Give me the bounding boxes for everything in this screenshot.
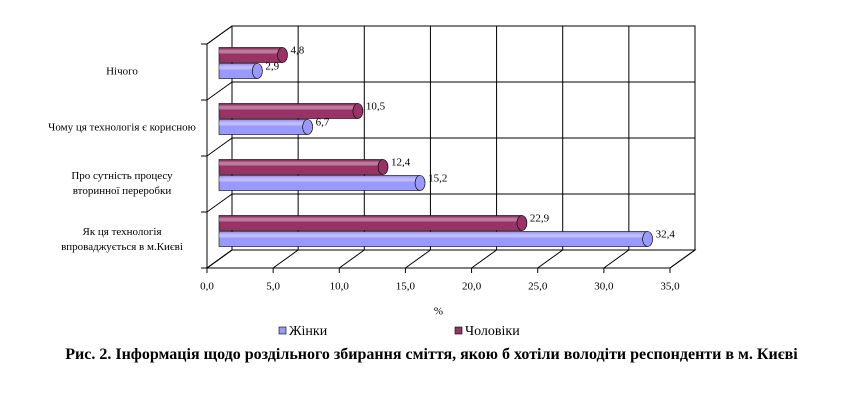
floor-line [669, 249, 696, 269]
floor-line [405, 249, 431, 269]
floor-line [537, 249, 564, 269]
x-tick-label: 15,0 [396, 281, 416, 293]
floor-line [603, 249, 630, 269]
chart: 0,0 5,0 10,0 15,0 20,0 25,0 30,0 35,0% 4,8 2,9 10,… [200, 25, 697, 339]
value-label: 2,9 [265, 61, 279, 73]
caption: Рис. 2. Інформація щодо роздільного збир… [65, 346, 798, 363]
bar-cap [516, 215, 528, 231]
bar-cap [414, 175, 426, 191]
left-wall-line [206, 137, 233, 157]
left-wall-line [206, 81, 233, 101]
legend-swatch [454, 326, 463, 335]
floor-line [338, 249, 365, 269]
floor-line [471, 249, 497, 269]
bar-shine [219, 233, 648, 238]
x-tick-label: 20,0 [462, 281, 482, 293]
bar-shine [219, 217, 522, 222]
y-tick-label: Нічого [106, 65, 138, 78]
legend-label: Жінки [289, 324, 328, 339]
x-tick-label: 0,0 [200, 281, 214, 293]
y-tick-label: Як ця технологія впроваджується в м.Києв… [61, 226, 183, 253]
value-label: 22,9 [530, 213, 550, 225]
floor-line [272, 249, 299, 269]
bar-shine [219, 121, 308, 126]
bar-shine [219, 177, 421, 182]
floor [205, 249, 697, 269]
x-tick-label: 30,0 [594, 281, 614, 293]
bar-cap [352, 103, 364, 119]
value-label: 32,4 [656, 229, 676, 241]
x-tick-label: 25,0 [528, 281, 548, 293]
bar-cap [377, 159, 389, 175]
left-wall-line [206, 193, 233, 213]
value-label: 12,4 [391, 157, 411, 169]
left-wall-line [206, 25, 233, 45]
value-label: 4,8 [290, 45, 304, 57]
x-axis-label: % [434, 306, 443, 318]
legend-swatch [278, 326, 287, 335]
y-tick-label: Про сутність процесу вторинної переробки [71, 170, 173, 197]
bar-cap [277, 47, 288, 63]
bar-cap [302, 119, 313, 135]
bar-shine [219, 105, 358, 110]
y-tick-label: Чому ця технологія є корисною [48, 121, 196, 134]
value-label: 10,5 [366, 101, 386, 113]
legend-label: Чоловіки [465, 324, 520, 339]
x-tick-label: 35,0 [660, 281, 680, 293]
bar-cap [252, 63, 263, 79]
x-tick-label: 10,0 [330, 281, 350, 293]
bar-shine [219, 161, 384, 166]
value-label: 6,7 [316, 117, 330, 129]
bar-shine [219, 65, 258, 70]
floor-line [206, 249, 233, 269]
value-label: 15,2 [428, 173, 447, 185]
bar-cap [642, 231, 653, 247]
x-tick-label: 5,0 [266, 281, 280, 293]
bar-shine [219, 49, 283, 54]
